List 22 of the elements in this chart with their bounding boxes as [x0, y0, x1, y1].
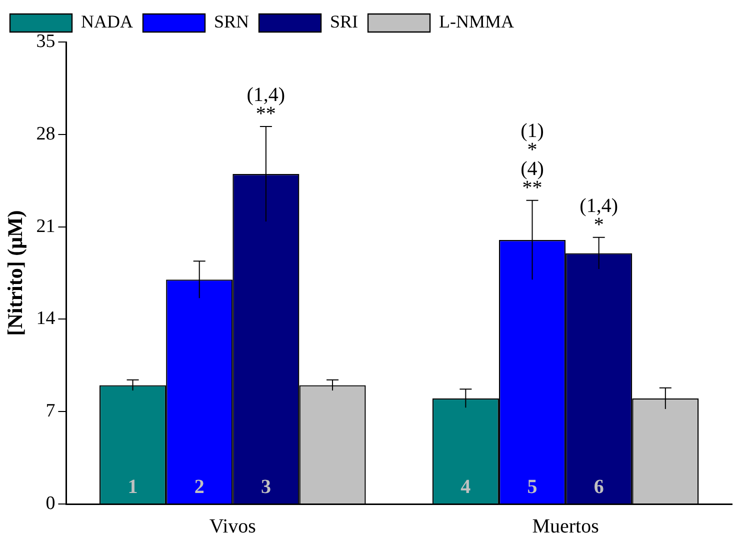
annotation: (1) * (4) ** — [520, 120, 544, 200]
legend-label: SRN — [214, 12, 250, 32]
annotation: (1,4) * — [580, 195, 618, 236]
legend-label: SRI — [330, 12, 358, 32]
x-tick-label: Vivos — [209, 515, 256, 538]
y-tick-label: 7 — [46, 400, 56, 422]
y-axis-title: [Nitrito] (μM) — [3, 210, 28, 336]
x-tick-label: Muertos — [532, 515, 600, 538]
annotation: 3 — [260, 476, 271, 498]
y-tick-label: 0 — [46, 492, 56, 514]
annotation: 4 — [460, 476, 471, 498]
annotation: 2 — [194, 476, 204, 498]
legend-label: L-NMMA — [439, 12, 514, 32]
y-tick-label: 28 — [36, 123, 56, 144]
annotation: 5 — [527, 476, 538, 498]
annotation: 1 — [128, 476, 138, 498]
annotation: 6 — [594, 476, 604, 498]
y-tick-label: 21 — [36, 216, 56, 237]
legend-label: NADA — [81, 12, 133, 32]
annotation: (1,4) ** — [246, 84, 286, 126]
y-tick-label: 35 — [36, 30, 56, 52]
y-tick-label: 14 — [36, 308, 56, 330]
